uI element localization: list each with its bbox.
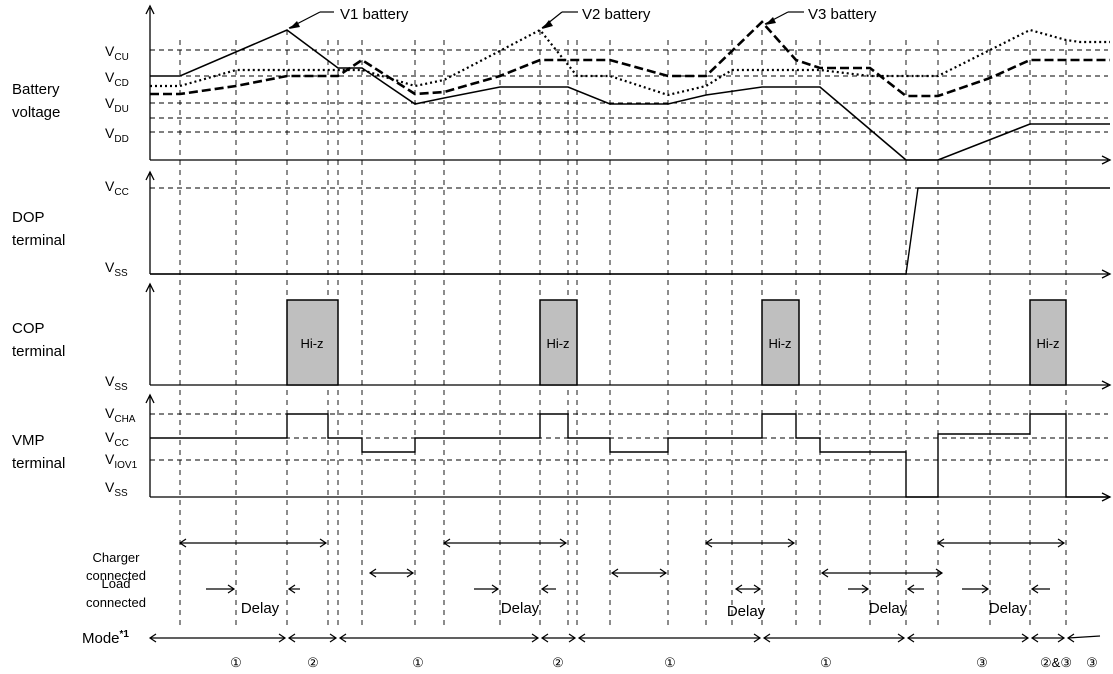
cop-hiz-blocks: Hi-z Hi-z Hi-z Hi-z — [286, 299, 1067, 386]
level-vcc-vmp: VCC — [105, 429, 129, 449]
level-viov1: VIOV1 — [105, 451, 138, 471]
v1-battery-label: V1 battery — [340, 6, 409, 23]
battery-traces — [150, 20, 1110, 161]
v2-battery-trace — [150, 28, 1110, 97]
mode-value-1: ① — [230, 655, 242, 670]
delay-label-1: Delay — [241, 600, 280, 617]
level-vcha: VCHA — [105, 405, 136, 425]
delay-label-4: Delay — [869, 600, 908, 617]
mode-value-5: ① — [664, 655, 676, 670]
level-vss-dop: VSS — [105, 259, 128, 279]
dop-terminal-label-1: DOP — [12, 209, 45, 226]
mode-value-4: ② — [552, 655, 564, 670]
v2-battery-label: V2 battery — [582, 6, 651, 23]
battery-voltage-label-2: voltage — [12, 104, 60, 121]
mode-value-6: ① — [820, 655, 832, 670]
delay-label-2: Delay — [501, 600, 540, 617]
vmp-terminal-label-2: terminal — [12, 455, 65, 472]
hiz-block-2 — [539, 299, 578, 386]
v1-battery-trace — [150, 29, 1110, 161]
level-vdu: VDU — [105, 95, 129, 115]
charger-connected-row: Charger connected — [86, 538, 1066, 583]
hiz-block-4 — [1029, 299, 1067, 386]
load-label-1: Load — [102, 576, 131, 591]
level-vss-cop: VSS — [105, 373, 128, 393]
dop-terminal-label-2: terminal — [12, 232, 65, 249]
load-connected-row: Load connected Delay Delay Delay Delay D… — [86, 576, 1050, 620]
v3-battery-label: V3 battery — [808, 6, 877, 23]
mode-value-3: ① — [412, 655, 424, 670]
reference-levels — [150, 49, 1108, 461]
mode-label: Mode*1 — [82, 629, 129, 647]
row-labels: Battery voltage DOP terminal COP termina… — [12, 81, 65, 472]
vmp-signal — [150, 413, 1110, 498]
hiz-label-1: Hi-z — [300, 336, 323, 351]
charger-label-1: Charger — [93, 550, 141, 565]
dop-signal — [150, 187, 1110, 275]
delay-label-5: Delay — [989, 600, 1028, 617]
cop-terminal-label-1: COP — [12, 320, 45, 337]
mode-value-9: ③ — [1086, 655, 1098, 670]
battery-voltage-label-1: Battery — [12, 81, 60, 98]
mode-value-8: ②&③ — [1040, 655, 1072, 670]
load-label-2: connected — [86, 595, 146, 610]
level-vdd: VDD — [105, 125, 129, 145]
cop-terminal-label-2: terminal — [12, 343, 65, 360]
level-vcd: VCD — [105, 69, 129, 89]
level-labels: VCU VCD VDU VDD VCC VSS VSS VCHA VCC VIO… — [105, 43, 138, 499]
axes — [145, 4, 1112, 502]
vmp-terminal-label-1: VMP — [12, 432, 45, 449]
mode-value-2: ② — [307, 655, 319, 670]
hiz-block-3 — [761, 299, 800, 386]
mode-value-7: ③ — [976, 655, 988, 670]
v3-battery-trace — [150, 20, 1110, 98]
hiz-label-3: Hi-z — [768, 336, 791, 351]
battery-callouts: V1 battery V2 battery V3 battery — [288, 6, 877, 29]
level-vcu: VCU — [105, 43, 129, 63]
level-vcc-dop: VCC — [105, 178, 129, 198]
mode-row: Mode*1 ① ② ① ② ① ① ③ ②&③ ③ — [82, 629, 1101, 670]
hiz-block-1 — [286, 299, 339, 386]
delay-label-3: Delay — [727, 603, 766, 620]
hiz-label-2: Hi-z — [546, 336, 569, 351]
level-vss-vmp: VSS — [105, 479, 128, 499]
hiz-label-4: Hi-z — [1036, 336, 1059, 351]
charger-label-2: connected — [86, 568, 146, 583]
